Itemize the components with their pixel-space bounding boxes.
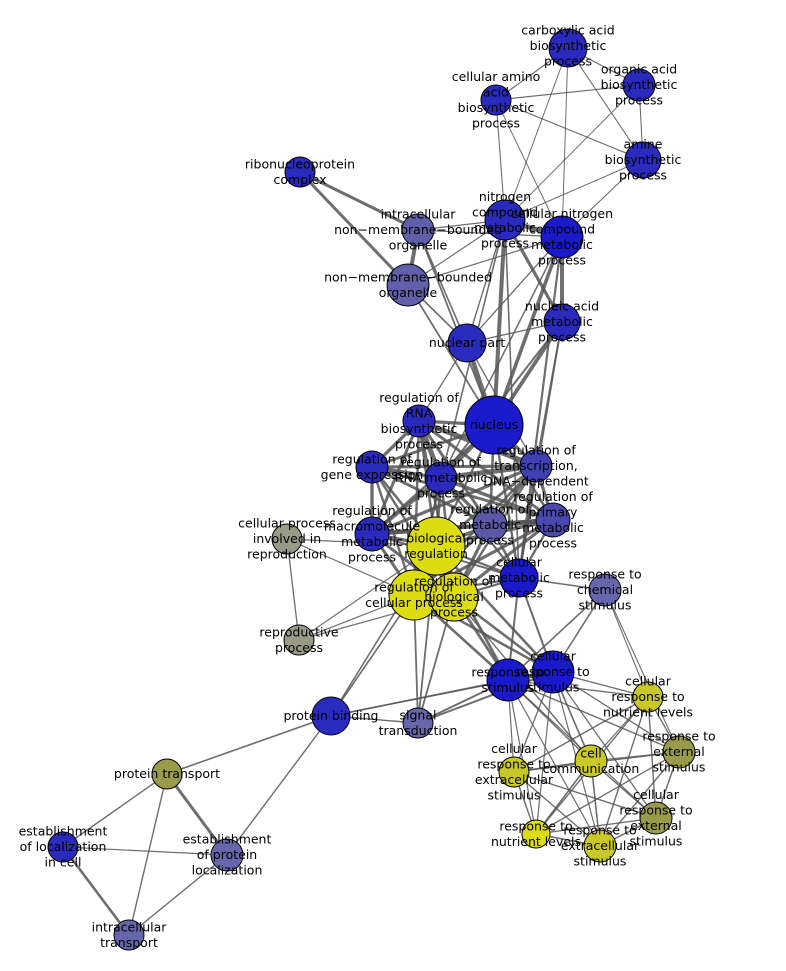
graph-edge: [535, 751, 680, 835]
graph-node[interactable]: [113, 919, 145, 951]
graph-edge: [504, 159, 644, 221]
graph-edge: [466, 219, 506, 344]
graph-node[interactable]: [464, 395, 524, 455]
graph-node[interactable]: [402, 404, 436, 438]
graph-node[interactable]: [548, 28, 588, 68]
graph-node[interactable]: [47, 831, 79, 863]
graph-node[interactable]: [354, 516, 390, 552]
graph-edge: [371, 464, 537, 536]
graph-node[interactable]: [574, 744, 608, 778]
graph-edge: [504, 84, 640, 221]
graph-edge: [466, 236, 563, 344]
graph-edge: [604, 589, 680, 753]
graph-edge: [299, 170, 419, 232]
graph-node[interactable]: [406, 516, 466, 576]
graph-edge: [535, 817, 657, 835]
graph-edge: [513, 696, 649, 773]
graph-node[interactable]: [632, 681, 664, 713]
graph-edge: [61, 846, 131, 936]
graph-edge: [513, 771, 601, 847]
graph-edge: [513, 771, 657, 819]
graph-node[interactable]: [519, 449, 553, 483]
graph-edge: [507, 589, 606, 681]
graph-node[interactable]: [210, 838, 244, 872]
graph-edge: [166, 715, 332, 775]
graph-edge: [561, 47, 569, 238]
graph-edge: [417, 671, 554, 724]
graph-node[interactable]: [543, 303, 581, 341]
graph-edge: [504, 47, 569, 221]
graph-edge: [165, 773, 229, 856]
graph-node[interactable]: [283, 624, 315, 656]
graph-node[interactable]: [311, 696, 351, 736]
graph-edge: [407, 236, 563, 286]
graph-edge: [128, 773, 168, 936]
graph-node[interactable]: [486, 658, 530, 702]
graph-edge: [647, 696, 657, 819]
graph-node[interactable]: [355, 450, 389, 484]
graph-edge: [492, 219, 507, 426]
graph-node[interactable]: [424, 461, 458, 495]
graph-node[interactable]: [447, 323, 487, 363]
graph-edge: [567, 47, 644, 161]
graph-edge: [507, 679, 601, 847]
graph-edge: [298, 170, 410, 287]
graph-edge: [128, 854, 228, 936]
graph-node[interactable]: [271, 523, 303, 555]
graph-node[interactable]: [535, 502, 571, 538]
graph-edge: [62, 846, 228, 856]
graph-edge: [599, 696, 649, 847]
graph-node[interactable]: [402, 707, 434, 739]
graph-edge: [535, 671, 554, 835]
graph-node[interactable]: [386, 263, 430, 307]
graph-edge: [604, 589, 649, 698]
graph-node[interactable]: [429, 572, 479, 622]
graph-edge: [495, 99, 644, 161]
graph-node[interactable]: [472, 507, 508, 543]
edge-layer: [61, 47, 680, 936]
graph-edge: [599, 751, 680, 847]
graph-node[interactable]: [588, 573, 622, 607]
graph-node[interactable]: [639, 801, 673, 835]
graph-node[interactable]: [151, 758, 183, 790]
graph-edge: [552, 671, 680, 753]
graph-node[interactable]: [484, 199, 526, 241]
graph-node[interactable]: [401, 213, 435, 247]
graph-edge: [371, 464, 537, 469]
graph-edge: [226, 715, 332, 856]
graph-edge: [371, 465, 554, 522]
graph-node[interactable]: [499, 558, 539, 598]
graph-edge: [507, 679, 537, 835]
graph-node[interactable]: [540, 215, 584, 259]
graph-node[interactable]: [521, 819, 551, 849]
graph-edge: [286, 538, 300, 641]
graph-edge: [495, 99, 563, 238]
graph-edge: [417, 545, 437, 724]
graph-node[interactable]: [662, 735, 696, 769]
graph-node[interactable]: [622, 68, 656, 102]
graph-edge: [495, 84, 640, 101]
graph-node[interactable]: [284, 156, 316, 188]
graph-node[interactable]: [583, 829, 617, 863]
graph-node[interactable]: [531, 650, 575, 694]
graph-edge: [440, 476, 554, 522]
graph-node[interactable]: [480, 84, 512, 116]
graph-node[interactable]: [624, 141, 662, 179]
graph-node[interactable]: [498, 756, 530, 788]
graph-edge: [62, 773, 168, 848]
node-layer: [47, 28, 696, 951]
